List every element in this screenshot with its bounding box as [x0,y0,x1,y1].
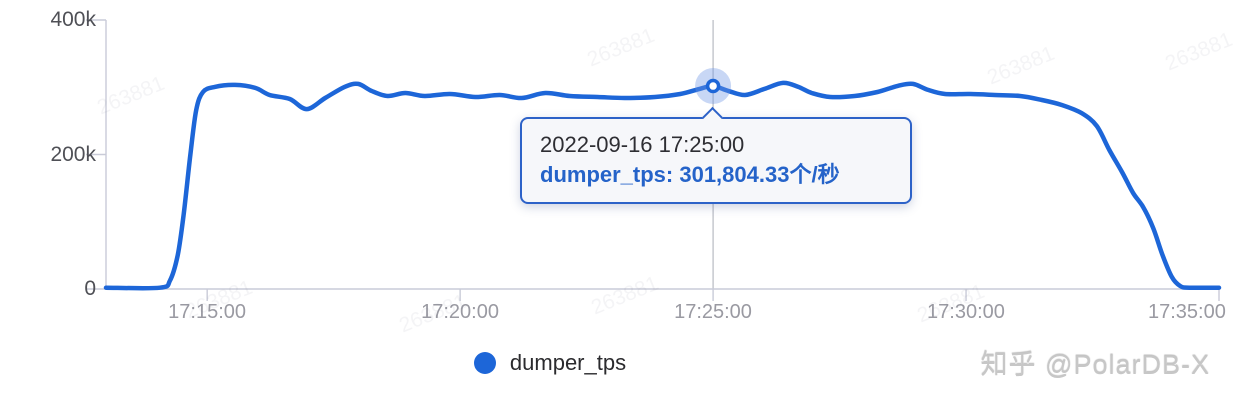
zhihu-brand-watermark: 知乎 @PolarDB-X [980,350,1210,380]
legend-bar: dumper_tps [0,347,1236,379]
hovered-point-marker [705,78,721,94]
legend-marker-icon [473,352,496,374]
tooltip: 2022-09-16 17:25:00 dumper_tps: 301,804.… [520,106,912,204]
y-axis-tick-label: 400k [50,8,96,31]
tooltip-series-value: dumper_tps: 301,804.33个/秒 [540,162,840,187]
x-axis-tick-label: 17:15:00 [168,301,247,323]
series-line-dumper-tps [103,80,1222,291]
x-axis-tick-label: 17:35:00 [1148,301,1226,323]
x-axis-tick-label: 17:30:00 [927,301,1005,323]
y-axis-tick-label: 0 [84,277,96,300]
legend-label: dumper_tps [509,350,627,375]
tooltip-datetime: 2022-09-16 17:25:00 [540,132,745,157]
y-axis-tick-label: 200k [50,142,96,166]
x-axis-tick-label: 17:20:00 [421,301,499,323]
legend-item-dumper-tps[interactable]: dumper_tps [473,350,627,376]
x-axis-tick-label: 17:25:00 [674,301,752,323]
